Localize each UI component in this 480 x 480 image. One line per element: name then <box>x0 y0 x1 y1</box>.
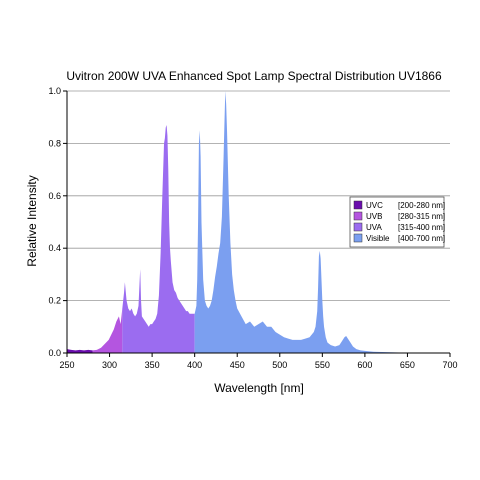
band-area-uvc <box>67 349 93 353</box>
legend-label-visible: Visible <box>366 234 390 243</box>
legend-range-uva: [315-400 nm] <box>398 223 445 232</box>
legend-label-uva: UVA <box>366 223 383 232</box>
x-tick-label-9: 700 <box>442 360 457 370</box>
legend-swatch-uvb <box>353 211 363 221</box>
gridlines <box>67 90 450 302</box>
legend-label-uvc: UVC <box>366 201 383 210</box>
legend-swatch-visible <box>353 233 363 243</box>
x-tick-label-5: 500 <box>272 360 287 370</box>
y-tick-label-0: 0.0 <box>48 348 61 358</box>
legend-range-uvc: [200-280 nm] <box>398 201 445 210</box>
x-axis-title: Wavelength [nm] <box>214 381 304 395</box>
x-tick-label-4: 450 <box>230 360 245 370</box>
x-tick-label-2: 350 <box>145 360 160 370</box>
band-area-visible <box>194 91 450 353</box>
y-axis-title: Relative Intensity <box>25 175 39 266</box>
y-tick-label-2: 0.4 <box>48 243 61 253</box>
legend-swatch-uva <box>353 222 363 232</box>
x-tick-label-6: 550 <box>315 360 330 370</box>
chart-title: Uvitron 200W UVA Enhanced Spot Lamp Spec… <box>66 69 442 83</box>
spectrum-area <box>67 91 450 353</box>
legend-label-uvb: UVB <box>366 212 382 221</box>
legend-range-uvb: [280-315 nm] <box>398 212 445 221</box>
x-tick-label-0: 250 <box>59 360 74 370</box>
x-tick-label-7: 600 <box>357 360 372 370</box>
band-area-uvb <box>92 308 123 353</box>
legend-range-visible: [400-700 nm] <box>398 234 445 243</box>
legend: UVC [200-280 nm] UVB [280-315 nm] UVA [315-40… <box>349 196 445 248</box>
legend-box <box>349 196 445 248</box>
y-tick-label-5: 1.0 <box>48 86 61 96</box>
x-tick-label-3: 400 <box>187 360 202 370</box>
y-tick-label-4: 0.8 <box>48 138 61 148</box>
tick-labels: 250 300 350 400 450 500 550 600 650 700 0.0 0.2 0.4 0… <box>48 86 457 370</box>
band-area-uva <box>122 125 195 353</box>
y-tick-label-3: 0.6 <box>48 191 61 201</box>
legend-swatch-uvc <box>353 200 363 210</box>
x-tick-label-1: 300 <box>102 360 117 370</box>
y-tick-label-1: 0.2 <box>48 296 61 306</box>
axes <box>66 91 450 354</box>
x-tick-label-8: 650 <box>400 360 415 370</box>
